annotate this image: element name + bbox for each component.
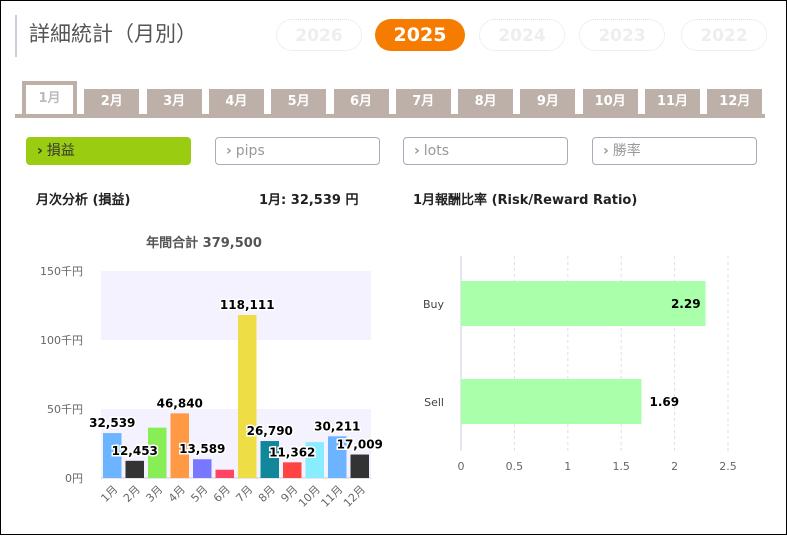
month-tabs: 1月 2月 3月 4月 5月 6月 7月 8月 9月 10月 11月 12月 <box>15 81 765 118</box>
bar-4月 <box>170 413 189 478</box>
monthly-heading: 月次分析 (損益) <box>36 193 131 208</box>
chevron-right-icon: › <box>414 143 420 159</box>
bar-11月 <box>328 436 347 478</box>
tab-month-4[interactable]: 4月 <box>208 89 264 114</box>
x-tick-label: 12月 <box>341 483 368 510</box>
y-tick-label: Sell <box>424 396 444 409</box>
x-tick-label: 2 <box>671 460 678 473</box>
x-tick-label: 0.5 <box>506 460 524 473</box>
data-label: 12,453 <box>112 444 158 458</box>
data-label: 11,362 <box>269 445 315 459</box>
y-tick-label: 50千円 <box>47 403 83 416</box>
bar-6月 <box>215 469 234 478</box>
bar-10月 <box>305 442 324 478</box>
bar-Sell <box>461 379 642 424</box>
bar-9月 <box>283 462 302 478</box>
tab-month-2[interactable]: 2月 <box>84 89 140 114</box>
data-label: 2.29 <box>671 297 701 311</box>
x-tick-label: 7月 <box>233 483 255 505</box>
y-tick-label: Buy <box>423 298 445 311</box>
chevron-right-icon: › <box>603 143 609 159</box>
data-label: 32,539 <box>89 416 135 430</box>
metric-button-0[interactable]: › 損益 <box>26 137 191 165</box>
bar-2月 <box>125 460 144 478</box>
tab-month-1[interactable]: 1月 <box>22 81 77 114</box>
x-tick-label: 2.5 <box>719 460 737 473</box>
bar-Buy <box>461 281 706 326</box>
tab-month-5[interactable]: 5月 <box>271 89 327 114</box>
bar-7月 <box>238 315 257 478</box>
data-label: 17,009 <box>337 438 383 452</box>
y-tick-label: 100千円 <box>40 334 83 347</box>
metric-button-3[interactable]: › 勝率 <box>592 137 757 165</box>
x-tick-label: 8月 <box>256 483 278 505</box>
year-button-2024[interactable]: 2024 <box>479 19 565 51</box>
metric-label: 損益 <box>46 143 75 159</box>
x-tick-label: 3月 <box>143 483 165 505</box>
metric-label: lots <box>423 143 450 159</box>
plot-band <box>101 271 371 340</box>
x-tick-label: 0 <box>458 460 465 473</box>
x-tick-label: 11月 <box>319 483 346 510</box>
rr-heading: 1月報酬比率 (Risk/Reward Ratio) <box>413 193 638 208</box>
x-tick-label: 10月 <box>296 483 323 510</box>
year-button-2023[interactable]: 2023 <box>579 19 665 51</box>
bar-3月 <box>148 427 167 478</box>
data-label: 118,111 <box>220 298 275 312</box>
metric-label: 勝率 <box>612 143 641 159</box>
bar-12月 <box>350 454 369 478</box>
y-tick-label: 0円 <box>65 472 83 485</box>
bar-1月 <box>103 433 122 478</box>
data-label: 26,790 <box>247 424 293 438</box>
year-button-2022[interactable]: 2022 <box>681 19 767 51</box>
chevron-right-icon: › <box>37 143 43 159</box>
monthly-value: 1月: 32,539 円 <box>259 193 359 208</box>
data-label: 46,840 <box>157 396 203 410</box>
tab-month-9[interactable]: 9月 <box>520 89 576 114</box>
bar-5月 <box>193 459 212 478</box>
x-tick-label: 6月 <box>211 483 233 505</box>
x-tick-label: 2月 <box>121 483 143 505</box>
x-tick-label: 1.5 <box>612 460 630 473</box>
year-button-2025[interactable]: 2025 <box>375 19 465 51</box>
tab-month-12[interactable]: 12月 <box>707 89 763 114</box>
metric-button-2[interactable]: › lots <box>403 137 568 165</box>
tab-month-11[interactable]: 11月 <box>645 89 700 114</box>
x-tick-label: 5月 <box>188 483 210 505</box>
x-tick-label: 4月 <box>166 483 188 505</box>
chart-title: 年間合計 379,500 <box>146 235 262 251</box>
data-label: 1.69 <box>649 395 679 409</box>
x-tick-label: 1 <box>564 460 571 473</box>
bar-8月 <box>260 441 279 478</box>
metric-button-1[interactable]: › pips <box>215 137 380 165</box>
x-tick-label: 1月 <box>98 483 120 505</box>
data-label: 30,211 <box>314 419 360 433</box>
tab-month-6[interactable]: 6月 <box>333 89 389 114</box>
tab-month-10[interactable]: 10月 <box>582 89 638 114</box>
y-tick-label: 150千円 <box>40 265 83 278</box>
chevron-right-icon: › <box>226 143 232 159</box>
data-label: 13,589 <box>179 442 225 456</box>
tab-month-8[interactable]: 8月 <box>458 89 514 114</box>
tab-month-3[interactable]: 3月 <box>146 89 202 114</box>
tab-month-7[interactable]: 7月 <box>395 89 451 114</box>
page-title: 詳細統計（月別） <box>15 15 197 57</box>
plot-band <box>101 409 371 478</box>
metric-label: pips <box>235 143 265 159</box>
year-button-2026[interactable]: 2026 <box>276 19 362 51</box>
